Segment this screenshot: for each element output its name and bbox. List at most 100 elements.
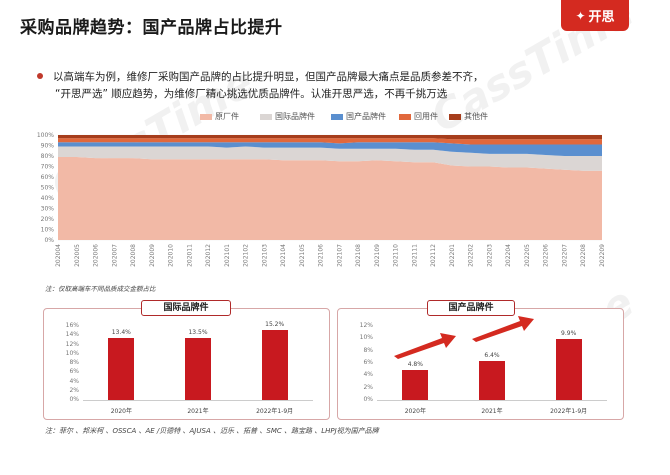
- legend-swatch: [399, 113, 411, 120]
- x-tick-label: 202005: [74, 244, 81, 267]
- x-axis-line: [377, 400, 607, 401]
- x-tick-label: 202010: [168, 244, 175, 267]
- x-tick-label: 202201: [449, 244, 456, 267]
- x-tick-label: 202203: [486, 244, 493, 267]
- x-tick-label: 202101: [224, 244, 231, 267]
- bar-value-label: 6.4%: [484, 351, 500, 359]
- bar: [108, 338, 135, 400]
- star-icon: ✦: [575, 8, 586, 23]
- bar-value-label: 4.8%: [407, 361, 423, 369]
- x-tick-label: 202110: [393, 244, 400, 267]
- x-tick-label: 202105: [299, 244, 306, 267]
- y-tick-label: 90%: [41, 143, 55, 150]
- area-chart: 0% 10% 20% 30% 40% 50% 60% 70% 80% 90% 100% 202004 2…: [37, 132, 606, 267]
- y-tick-label: 6%: [363, 359, 373, 366]
- x-tick-label: 2020年: [110, 408, 132, 415]
- y-tick-label: 30%: [41, 206, 55, 213]
- x-tick-label: 202004: [55, 244, 62, 267]
- logo-text: 开思: [588, 10, 615, 25]
- legend-label: 其他件: [464, 112, 488, 121]
- y-tick-label: 14%: [65, 331, 79, 339]
- y-tick-label: 2%: [69, 386, 79, 394]
- area-series: [58, 135, 602, 140]
- y-tick-label: 10%: [65, 349, 79, 357]
- x-tick-label: 202009: [149, 244, 156, 267]
- legend-label: 国产品牌件: [346, 112, 386, 121]
- x-tick-label: 202108: [355, 244, 362, 267]
- y-tick-label: 2%: [363, 383, 373, 391]
- x-tick-label: 202208: [580, 244, 587, 267]
- bar-value-label: 13.4%: [111, 329, 131, 337]
- x-tick-label: 202202: [468, 244, 475, 267]
- legend-label: 回用件: [414, 112, 438, 121]
- page-title: 采购品牌趋势：国产品牌占比提升: [20, 18, 283, 38]
- area-series: [58, 157, 602, 240]
- x-tick-label: 202112: [430, 244, 437, 267]
- x-tick-label: 202102: [243, 244, 250, 267]
- y-tick-label: 0%: [44, 237, 54, 244]
- y-tick-label: 100%: [37, 132, 54, 139]
- x-tick-label: 202205: [524, 244, 531, 267]
- domestic-brand-panel-title: 国产品牌件: [427, 300, 515, 316]
- bar: [261, 329, 288, 400]
- x-tick-label: 202008: [130, 244, 137, 267]
- x-tick-label: 202103: [261, 244, 268, 267]
- y-tick-label: 10%: [41, 227, 55, 234]
- x-tick-label: 202209: [599, 244, 606, 267]
- trend-arrow-icon: [472, 316, 534, 342]
- bar: [185, 337, 211, 400]
- legend-label: 原厂件: [215, 112, 239, 121]
- y-tick-label: 16%: [65, 322, 79, 329]
- x-tick-label: 2022年1-9月: [550, 408, 588, 415]
- intro-line-1: 以高端车为例，维修厂采购国产品牌的占比提升明显，但国产品牌最大痛点是品质参差不齐…: [53, 71, 484, 83]
- domestic-brand-bar-chart: 0% 2% 4% 6% 8% 10% 12% 4.8% 2020年 6.4% 2021年 9.9% 20…: [337, 308, 624, 420]
- bar-value-label: 15.2%: [265, 320, 285, 328]
- area-series: [58, 138, 602, 145]
- bar: [555, 338, 582, 400]
- legend-item: 回用件: [399, 111, 438, 122]
- y-tick-label: 40%: [41, 195, 55, 202]
- bar: [479, 360, 505, 400]
- trend-arrow-icon: [394, 333, 456, 359]
- area-chart-note: 注：仅取高端车不同品质成交金额占比: [45, 285, 156, 293]
- bottom-note: 注：菲尔 、邦米柯 、OSSCA 、AE /贝德特 、AJUSA 、迈乐 、拓普…: [45, 427, 379, 435]
- x-tick-label: 2021年: [187, 408, 209, 415]
- y-tick-label: 0%: [363, 396, 373, 403]
- y-tick-label: 70%: [41, 164, 55, 171]
- legend-swatch: [260, 113, 272, 120]
- legend-item: 国产品牌件: [331, 111, 386, 122]
- x-tick-label: 202106: [318, 244, 325, 267]
- y-tick-label: 60%: [41, 174, 55, 181]
- legend-swatch: [449, 113, 461, 120]
- x-axis-line: [83, 400, 313, 401]
- x-tick-label: 202011: [186, 244, 193, 267]
- x-tick-label: 202006: [93, 244, 100, 267]
- bar: [402, 370, 429, 400]
- brand-logo: ✦ 开思: [561, 0, 629, 31]
- intl-brand-panel-title: 国际品牌件: [141, 300, 231, 316]
- bar-value-label: 13.5%: [188, 328, 208, 336]
- y-tick-label: 8%: [363, 346, 373, 354]
- intl-brand-bar-chart: 0% 2% 4% 6% 8% 10% 12% 14% 16% 13.4% 2020年 13.5% 202…: [43, 308, 330, 420]
- y-tick-label: 0%: [69, 396, 79, 403]
- x-tick-label: 202007: [111, 244, 118, 267]
- x-tick-label: 202012: [205, 244, 212, 267]
- x-tick-label: 202204: [505, 244, 512, 267]
- legend-swatch: [331, 113, 343, 120]
- legend-swatch: [200, 113, 212, 120]
- legend-item: 国际品牌件: [260, 111, 315, 122]
- x-tick-label: 202111: [411, 244, 418, 267]
- y-tick-label: 10%: [359, 334, 373, 342]
- area-series: [58, 142, 602, 156]
- x-tick-label: 202207: [561, 244, 568, 267]
- y-tick-label: 6%: [69, 368, 79, 376]
- bar-value-label: 9.9%: [561, 329, 577, 337]
- y-tick-label: 50%: [41, 185, 55, 192]
- y-tick-label: 12%: [359, 322, 373, 329]
- y-tick-label: 8%: [69, 359, 79, 366]
- x-tick-label: 202206: [543, 244, 550, 267]
- intro-line-2: “开思严选” 顺应趋势，为维修厂精心挑选优质品牌件。认准开思严选，不再千挑万选: [55, 88, 448, 100]
- legend-label: 国际品牌件: [275, 112, 315, 121]
- area-series: [58, 146, 602, 171]
- y-tick-label: 4%: [69, 377, 79, 385]
